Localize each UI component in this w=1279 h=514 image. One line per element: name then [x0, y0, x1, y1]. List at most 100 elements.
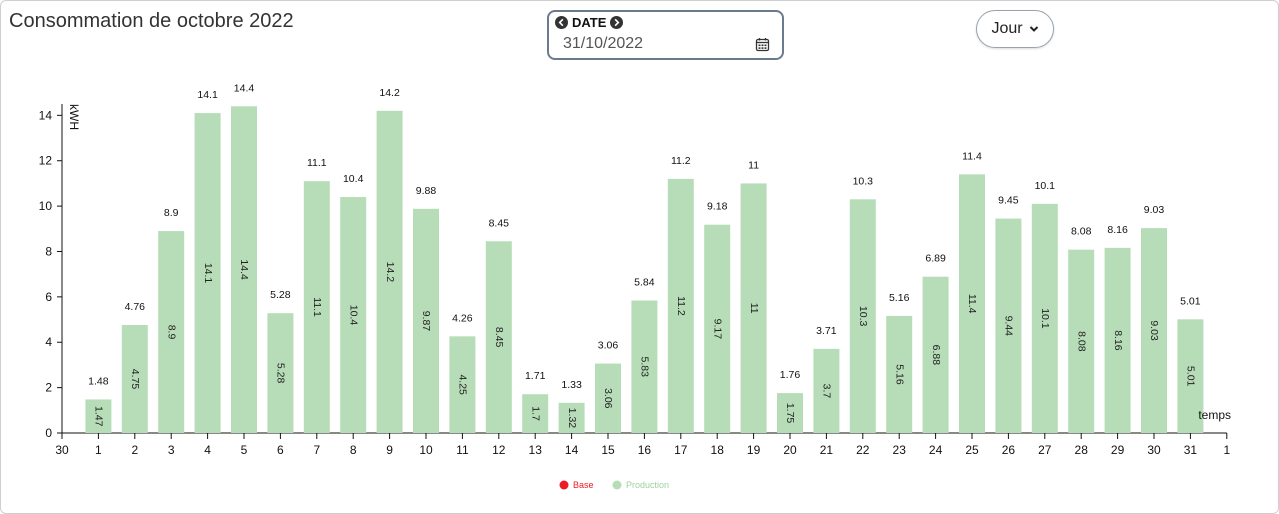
- bar-inner-label: 9.17: [711, 319, 723, 340]
- bar[interactable]: [449, 336, 476, 433]
- x-tick-label: 31: [1184, 443, 1198, 457]
- bar[interactable]: [158, 231, 185, 433]
- bar-inner-label: 1.75: [784, 403, 796, 424]
- bar-inner-label: 11: [748, 303, 760, 314]
- bar[interactable]: [194, 113, 221, 433]
- bar-value-label: 1.48: [88, 375, 109, 387]
- bar[interactable]: [413, 208, 439, 433]
- bar-value-label: 8.16: [1107, 224, 1128, 236]
- bar-value-label: 3.71: [816, 325, 837, 337]
- bar-inner-label: 11.2: [675, 296, 687, 316]
- bar[interactable]: [340, 197, 367, 433]
- x-tick-label: 2: [131, 443, 138, 457]
- calendar-icon[interactable]: [755, 37, 770, 52]
- bar-value-label: 9.45: [998, 195, 1019, 207]
- bar-value-label: 9.88: [416, 185, 437, 197]
- bar-inner-label: 5.28: [275, 363, 287, 384]
- bar-value-label: 5.28: [270, 289, 291, 301]
- date-label: DATE: [572, 15, 607, 30]
- period-select[interactable]: Jour: [976, 10, 1054, 48]
- date-picker[interactable]: DATE: [547, 10, 784, 60]
- bar[interactable]: [121, 324, 148, 433]
- bar-inner-label: 10.3: [857, 306, 869, 327]
- bar-inner-label: 5.16: [893, 364, 905, 385]
- bar-inner-label: 8.45: [493, 327, 505, 348]
- bar[interactable]: [667, 178, 694, 433]
- bar[interactable]: [813, 348, 840, 433]
- bar-value-label: 6.89: [925, 253, 946, 265]
- bar[interactable]: [485, 241, 512, 433]
- bar-value-label: 4.76: [125, 301, 146, 313]
- previous-date-icon[interactable]: [555, 16, 568, 29]
- legend-marker: [559, 480, 569, 490]
- x-tick-label: 16: [638, 443, 652, 457]
- bar[interactable]: [886, 315, 913, 433]
- x-tick-label: 15: [601, 443, 615, 457]
- bar[interactable]: [303, 181, 330, 433]
- bar[interactable]: [959, 174, 985, 433]
- bar-inner-label: 8.16: [1112, 330, 1124, 351]
- x-axis: 30 1 2 3 4 5 6 7 8 9 10 11 12 13 14 15 16 17 18 19 20 21 22 23 2…: [55, 432, 1230, 457]
- bar[interactable]: [1068, 249, 1095, 433]
- bar[interactable]: [558, 402, 585, 433]
- bar-value-label: 10.4: [343, 173, 364, 185]
- legend-label[interactable]: Production: [626, 480, 669, 490]
- bar[interactable]: [704, 224, 731, 433]
- bar[interactable]: [995, 218, 1022, 433]
- legend-label[interactable]: Base: [573, 480, 594, 490]
- bar-inner-label: 4.25: [457, 374, 469, 395]
- x-tick-label: 28: [1075, 443, 1089, 457]
- bar-value-label: 11.4: [962, 150, 982, 162]
- bar[interactable]: [1104, 247, 1131, 433]
- bar[interactable]: [1177, 319, 1204, 433]
- bar[interactable]: [1031, 203, 1058, 433]
- bar-value-label: 5.01: [1180, 295, 1201, 307]
- bar-inner-label: 14.1: [202, 263, 214, 284]
- x-tick-label: 4: [204, 443, 211, 457]
- bar[interactable]: [231, 106, 257, 433]
- bar-value-label: 1.33: [561, 379, 582, 391]
- bar-inner-label: 1.7: [529, 406, 541, 421]
- bar[interactable]: [595, 363, 621, 433]
- bar[interactable]: [376, 110, 403, 434]
- bar-value-label: 10.1: [1035, 180, 1056, 192]
- bar-inner-label: 4.75: [129, 369, 141, 390]
- x-tick-label: 19: [747, 443, 761, 457]
- chevron-down-icon: [1029, 20, 1039, 38]
- date-input[interactable]: [563, 35, 743, 53]
- bar[interactable]: [267, 313, 294, 433]
- bar[interactable]: [85, 399, 112, 433]
- bar-inner-label: 6.88: [930, 345, 942, 366]
- bar[interactable]: [631, 300, 658, 433]
- y-tick-label: 10: [39, 199, 53, 213]
- bar-inner-label: 10.1: [1039, 308, 1051, 329]
- bar-inner-label: 1.47: [93, 406, 105, 427]
- bar-inner-label: 10.4: [347, 305, 359, 326]
- next-date-icon[interactable]: [610, 16, 624, 29]
- x-tick-label: 9: [386, 443, 393, 457]
- x-tick-label: 10: [419, 443, 433, 457]
- y-tick-label: 6: [45, 290, 52, 304]
- bar-value-label: 10.3: [853, 175, 874, 187]
- bar-inner-label: 9.44: [1003, 316, 1015, 337]
- bar-inner-label: 9.03: [1148, 320, 1160, 341]
- bar[interactable]: [849, 199, 876, 433]
- bar[interactable]: [922, 276, 949, 433]
- bar-value-label: 11: [748, 159, 759, 171]
- legend[interactable]: Base Production: [559, 480, 670, 490]
- bar[interactable]: [522, 394, 549, 433]
- bar[interactable]: [1141, 228, 1167, 433]
- legend-marker: [612, 480, 622, 490]
- x-tick-label: 21: [820, 443, 834, 457]
- bar-inner-label: 14.4: [238, 259, 250, 280]
- bar[interactable]: [777, 393, 803, 433]
- y-axis-label: kWH: [67, 104, 81, 130]
- bar-value-label: 14.4: [234, 82, 255, 94]
- x-tick-label: 8: [350, 443, 357, 457]
- bar-value-label: 11.2: [671, 155, 691, 167]
- y-tick-label: 2: [45, 381, 52, 395]
- bar[interactable]: [740, 183, 767, 433]
- bar-value-label: 14.1: [197, 89, 218, 101]
- x-tick-label: 14: [565, 443, 579, 457]
